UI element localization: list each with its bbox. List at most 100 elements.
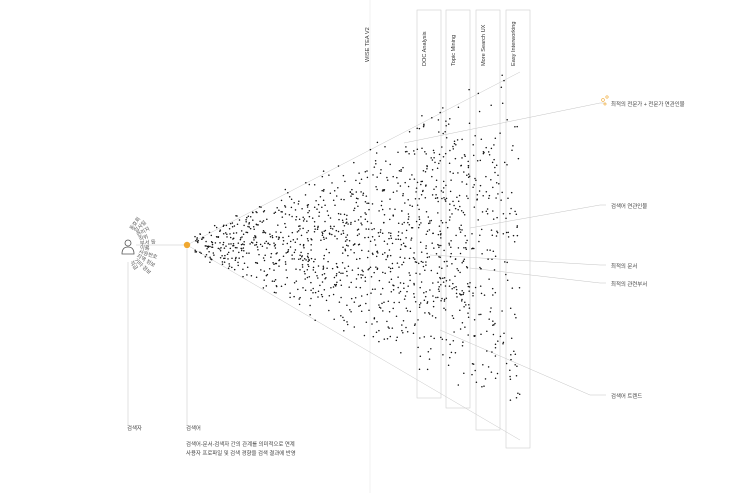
document-dot (332, 199, 335, 201)
document-dot (350, 297, 353, 300)
document-dot (471, 363, 474, 365)
document-dot (450, 179, 452, 181)
document-dot (306, 276, 309, 279)
document-dot (342, 272, 344, 274)
document-dot (495, 164, 498, 167)
document-dot (308, 183, 311, 186)
document-dot (479, 285, 482, 287)
document-dot (428, 256, 431, 258)
document-dot (299, 296, 301, 299)
document-dot (338, 271, 340, 274)
output-label-expert: 최적의 전문가 + 전문가 연관인물 (611, 102, 685, 108)
document-dot (323, 238, 325, 240)
document-dot (401, 263, 403, 266)
document-dot (331, 267, 334, 270)
column-box-topic-mining (445, 9, 471, 409)
document-dot (287, 191, 289, 194)
document-dot (409, 178, 411, 181)
document-dot (399, 256, 401, 258)
document-dot (414, 300, 417, 303)
document-dot (247, 225, 249, 228)
document-dot (476, 194, 479, 196)
document-dot (509, 378, 512, 380)
document-dot (516, 365, 518, 367)
document-dot (475, 179, 477, 182)
document-dot (284, 261, 287, 263)
document-dot (485, 210, 488, 212)
document-dot (350, 248, 352, 251)
document-dot (321, 295, 324, 298)
document-dot (350, 310, 352, 313)
document-dot (415, 261, 418, 263)
document-dot (500, 199, 502, 201)
document-dot (471, 233, 473, 235)
document-dot (438, 244, 440, 247)
document-dot (252, 226, 255, 228)
document-dot (449, 356, 451, 359)
document-dot (337, 230, 340, 233)
document-dot (488, 278, 490, 280)
document-dot (322, 170, 325, 172)
document-dot (492, 218, 495, 220)
document-dot (222, 243, 224, 246)
document-dot (352, 193, 354, 195)
document-dot (355, 201, 358, 204)
document-dot (466, 174, 468, 176)
document-dot (433, 337, 435, 340)
document-dot (219, 230, 221, 233)
document-dot (367, 236, 370, 239)
document-dot (266, 247, 268, 249)
document-dot (391, 242, 394, 245)
document-dot (452, 172, 454, 175)
document-dot (273, 280, 276, 283)
document-dot (422, 265, 425, 268)
document-dot (450, 351, 453, 354)
document-dot (388, 266, 390, 268)
document-dot (273, 242, 275, 244)
document-dot (407, 285, 409, 287)
document-dot (451, 213, 453, 215)
document-dot (306, 206, 309, 208)
document-dot (351, 269, 354, 271)
document-dot (281, 211, 283, 213)
document-dot (371, 252, 374, 254)
document-dot (284, 213, 287, 215)
document-dot (263, 270, 266, 272)
document-dot (490, 307, 492, 309)
document-dot (229, 236, 232, 239)
document-dot (243, 262, 246, 264)
document-dot (364, 170, 367, 173)
document-dot (226, 253, 229, 256)
document-dot (306, 255, 309, 258)
document-dot (333, 190, 336, 192)
document-dot (434, 317, 437, 319)
document-dot (399, 238, 402, 241)
document-dot (491, 287, 494, 290)
document-dot (298, 218, 301, 221)
document-dot (396, 262, 399, 264)
document-dot (307, 256, 309, 259)
document-dot (467, 316, 470, 318)
document-dot (496, 372, 499, 375)
document-dot (334, 235, 336, 237)
document-dot (457, 200, 460, 203)
document-dot (430, 348, 432, 350)
document-dot (408, 257, 411, 260)
document-dot (237, 242, 240, 244)
document-dot (291, 215, 293, 218)
column-label-easy-interworking: Easy Interworking (511, 21, 517, 66)
document-dot (411, 174, 413, 176)
document-dot (414, 197, 417, 200)
document-dot (420, 180, 422, 183)
document-dot (467, 285, 470, 288)
document-dot (342, 221, 344, 224)
document-dot (424, 185, 427, 187)
document-dot (364, 218, 367, 220)
document-dot (242, 255, 244, 258)
document-dot (273, 245, 276, 247)
document-dot (346, 221, 348, 223)
document-dot (284, 205, 286, 207)
searcher-connectors (127, 244, 188, 425)
document-dot (405, 236, 407, 239)
document-dot (441, 267, 443, 270)
